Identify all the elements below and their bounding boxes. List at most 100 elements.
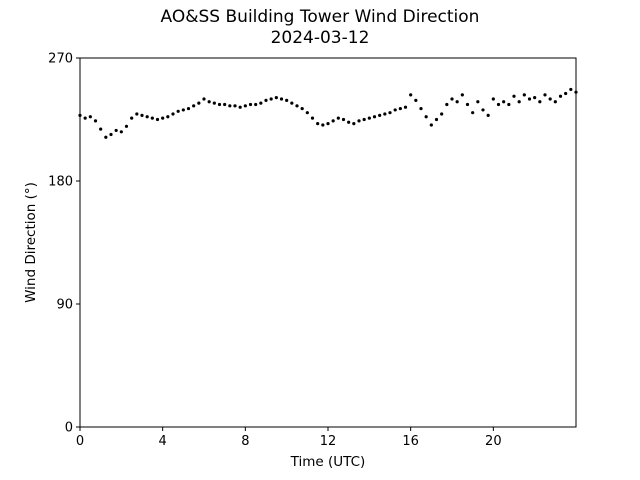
data-point <box>341 117 346 122</box>
y-tick-label: 0 <box>65 421 73 436</box>
data-point <box>192 104 196 108</box>
data-point <box>429 123 433 127</box>
data-point <box>135 112 139 116</box>
data-point <box>403 105 408 109</box>
data-point <box>372 115 377 119</box>
data-point <box>93 119 98 123</box>
data-point <box>316 122 320 126</box>
data-point <box>434 117 439 122</box>
data-point <box>471 111 475 115</box>
data-point <box>238 105 242 109</box>
data-point <box>248 102 253 107</box>
data-point <box>290 101 294 105</box>
data-point <box>460 93 464 97</box>
data-point <box>331 119 335 123</box>
data-point <box>347 120 351 124</box>
chart-subtitle: 2024-03-12 <box>270 28 370 48</box>
data-point <box>274 96 278 100</box>
data-point <box>223 102 227 107</box>
y-tick-label: 90 <box>56 298 73 313</box>
data-point <box>553 100 557 104</box>
data-point <box>362 117 366 122</box>
data-point <box>378 113 382 117</box>
data-point <box>88 115 92 119</box>
data-point <box>259 101 263 105</box>
data-point <box>279 97 284 101</box>
data-point <box>527 97 532 101</box>
data-point <box>295 104 299 108</box>
data-point <box>367 116 371 120</box>
data-point <box>388 111 392 115</box>
data-point <box>326 122 330 126</box>
y-tick-label: 180 <box>48 175 73 190</box>
plot-frame <box>79 57 577 428</box>
data-point <box>502 100 506 104</box>
data-point <box>254 102 258 107</box>
data-point <box>533 96 537 100</box>
data-point <box>207 100 211 104</box>
data-point <box>419 106 423 111</box>
x-tick-label: 4 <box>159 434 167 449</box>
data-point <box>512 94 516 98</box>
data-point <box>424 115 428 119</box>
data-point <box>233 104 237 108</box>
x-tick-label: 0 <box>76 434 84 449</box>
data-point <box>564 91 568 96</box>
y-axis-label: Wind Direction (°) <box>23 182 39 303</box>
data-point <box>99 127 103 131</box>
chart-title: AO&SS Building Tower Wind Direction <box>160 7 480 27</box>
data-point <box>409 93 413 97</box>
x-tick-label: 20 <box>485 434 502 449</box>
data-point <box>124 124 129 128</box>
data-point <box>155 117 160 122</box>
data-point <box>491 97 495 101</box>
data-point <box>228 104 232 108</box>
data-point <box>186 106 191 111</box>
data-point <box>496 102 501 107</box>
data-point <box>130 116 134 120</box>
data-point <box>543 93 547 97</box>
data-point <box>517 100 521 104</box>
data-point <box>176 109 180 113</box>
data-point <box>310 116 315 120</box>
data-point <box>166 115 170 119</box>
data-point <box>507 102 511 107</box>
data-points <box>78 87 578 139</box>
data-point <box>150 116 154 120</box>
data-point <box>440 112 444 116</box>
x-axis-ticks: 0 4 8 12 16 20 <box>76 427 502 449</box>
data-point <box>197 101 201 105</box>
data-point <box>455 100 459 104</box>
data-point <box>104 135 108 139</box>
data-point <box>569 87 573 92</box>
x-tick-label: 12 <box>320 434 337 449</box>
y-tick-label: 270 <box>48 52 73 67</box>
data-point <box>145 115 149 119</box>
data-point <box>285 98 289 102</box>
x-tick-label: 16 <box>402 434 419 449</box>
data-point <box>212 101 216 105</box>
data-point <box>522 93 526 97</box>
x-tick-label: 8 <box>241 434 249 449</box>
data-point <box>202 97 206 101</box>
data-point <box>217 102 222 107</box>
data-point <box>450 97 454 101</box>
data-point <box>140 113 144 117</box>
data-point <box>465 102 470 107</box>
data-point <box>161 116 165 120</box>
data-point <box>264 98 268 102</box>
data-point <box>305 111 309 115</box>
data-point <box>181 108 185 112</box>
data-point <box>269 97 273 101</box>
data-point <box>481 108 485 112</box>
x-axis-label: Time (UTC) <box>290 454 366 470</box>
data-point <box>414 98 418 102</box>
data-point <box>357 119 361 123</box>
data-point <box>398 106 402 111</box>
data-point <box>243 104 247 108</box>
data-point <box>393 108 397 112</box>
data-point <box>486 113 490 117</box>
data-point <box>538 100 542 104</box>
data-point <box>445 102 449 107</box>
